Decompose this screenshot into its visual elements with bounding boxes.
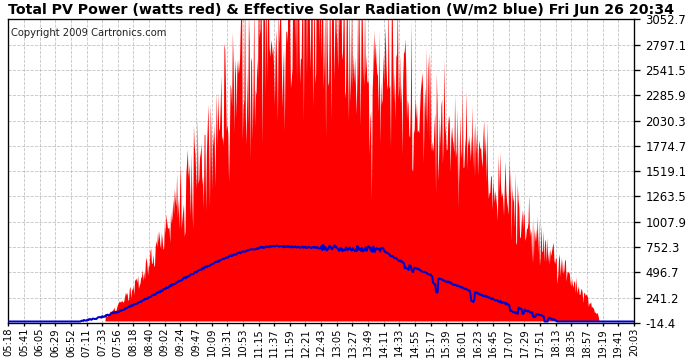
Text: Copyright 2009 Cartronics.com: Copyright 2009 Cartronics.com <box>12 28 167 39</box>
Text: Total PV Power (watts red) & Effective Solar Radiation (W/m2 blue) Fri Jun 26 20: Total PV Power (watts red) & Effective S… <box>8 3 674 17</box>
